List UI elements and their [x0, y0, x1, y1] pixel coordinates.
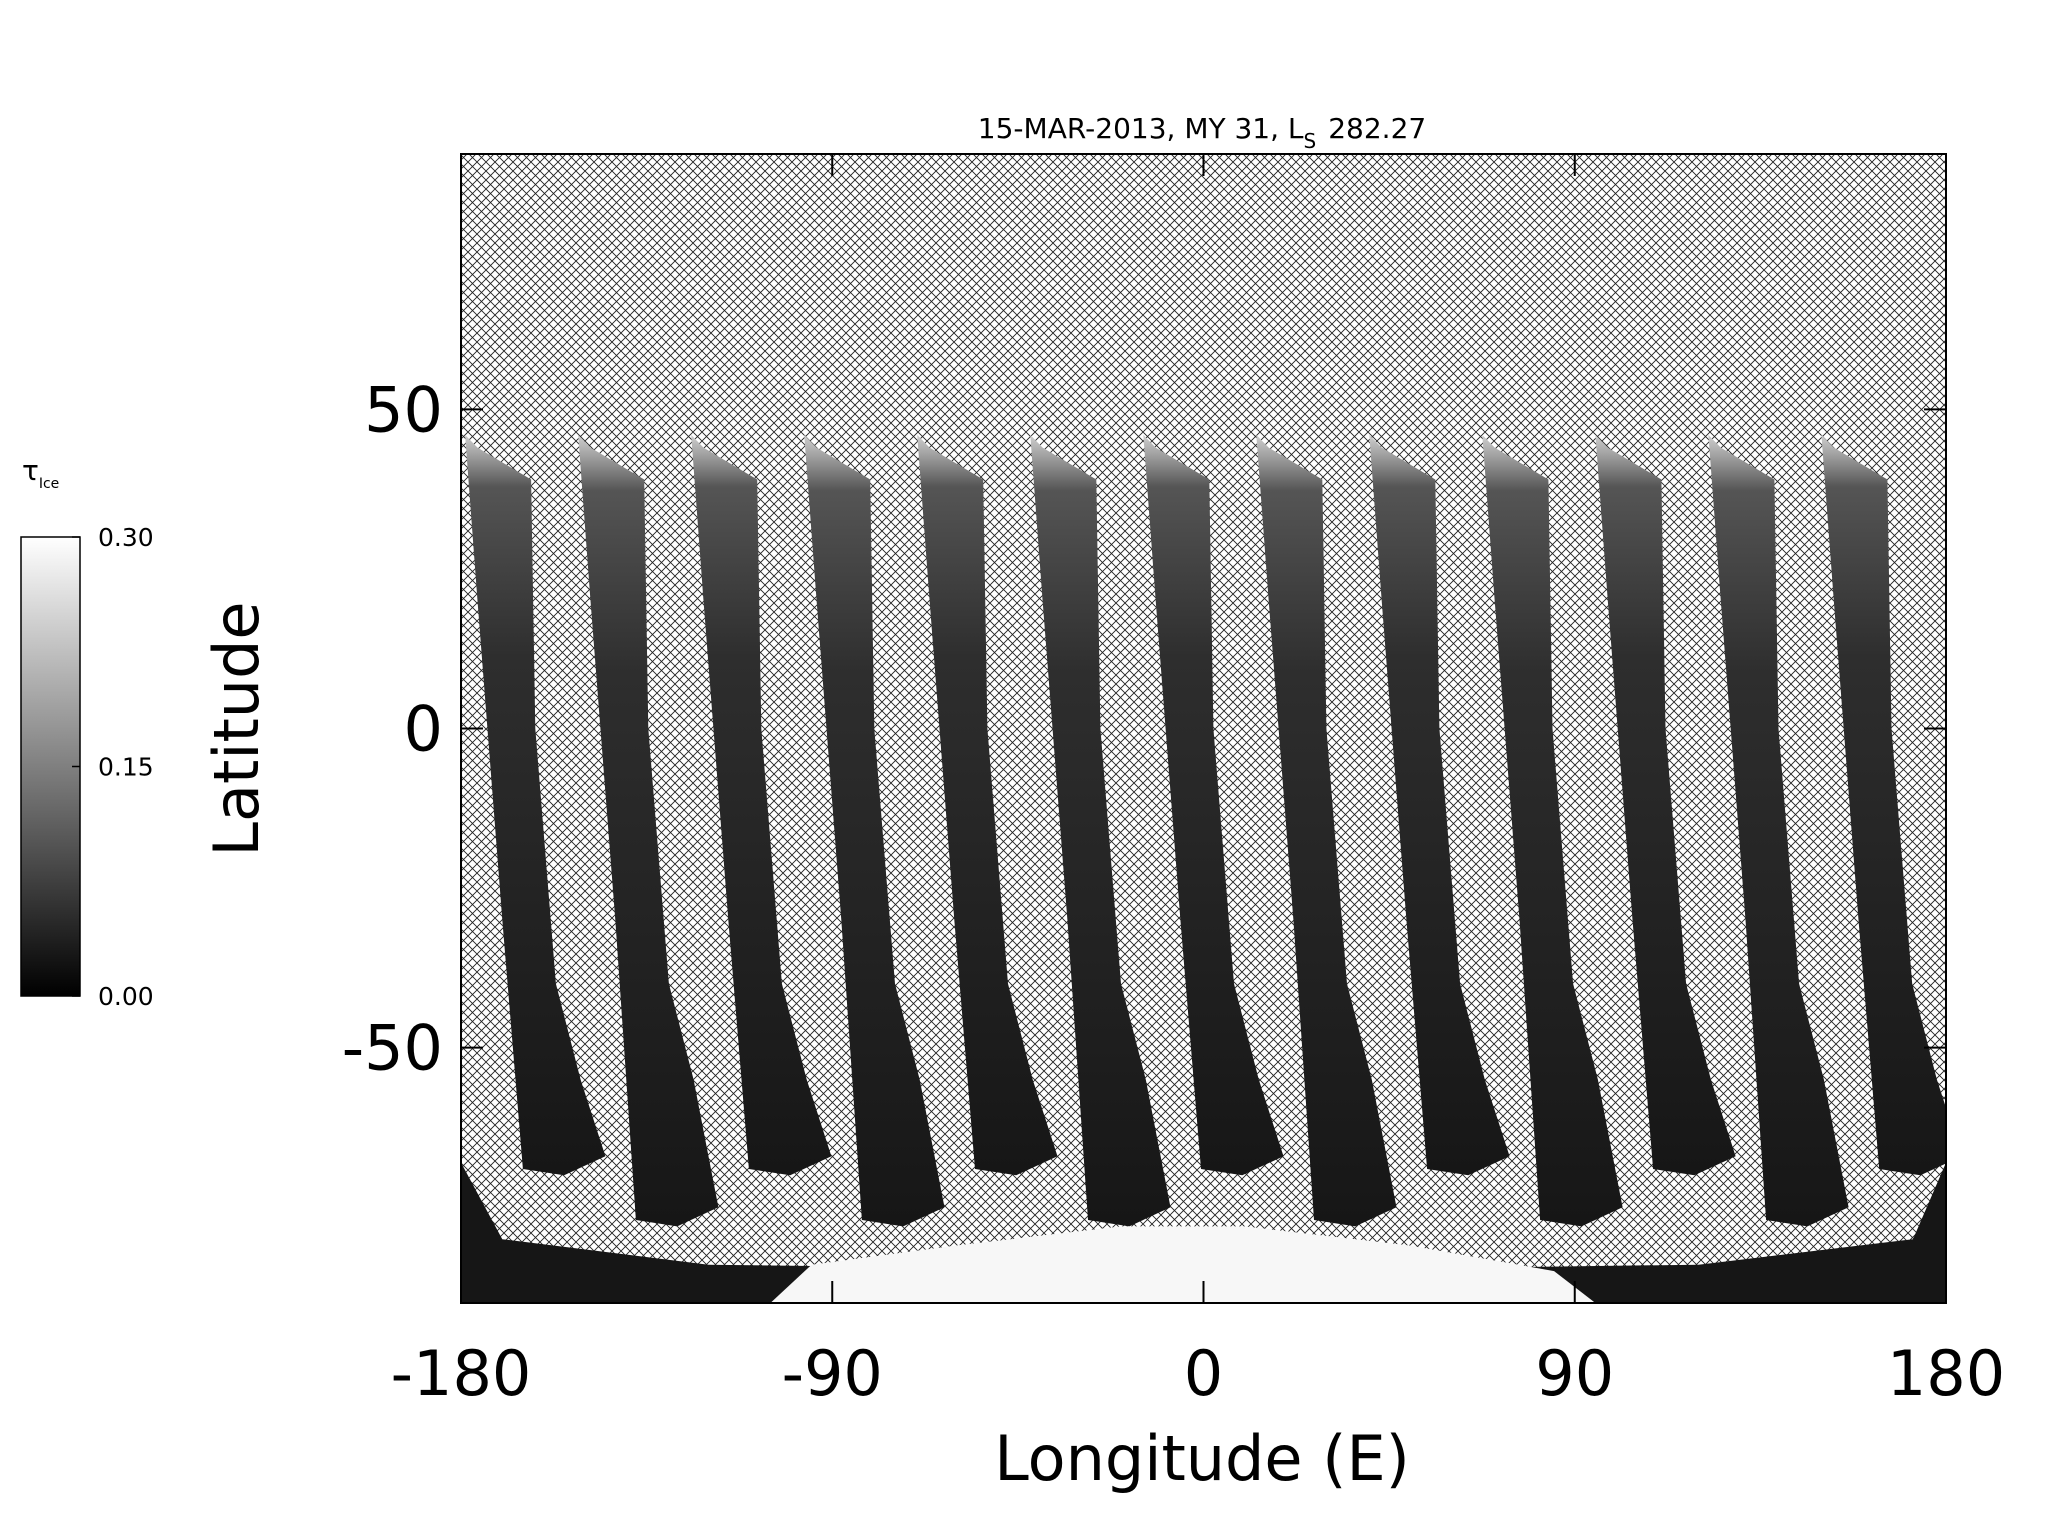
colorbar — [20, 536, 81, 997]
swaths — [461, 434, 1946, 1303]
swath — [804, 434, 945, 1227]
swath — [1595, 434, 1736, 1176]
colorbar-subscript: Ice — [39, 476, 59, 492]
colorbar-symbol: τ — [22, 454, 39, 487]
colorbar-tick-label: 0.15 — [98, 753, 154, 782]
y-tick-label: 50 — [364, 373, 443, 446]
swath — [1369, 434, 1510, 1176]
x-tick-label: 0 — [1184, 1337, 1223, 1410]
title-main: 15-MAR-2013, MY 31, L — [978, 112, 1304, 145]
swath — [1256, 434, 1397, 1227]
x-tick-label: 90 — [1535, 1337, 1614, 1410]
colorbar-tick-label: 0.00 — [98, 982, 154, 1011]
swath — [917, 434, 1058, 1176]
swath — [1821, 434, 1946, 1176]
swath — [1708, 434, 1849, 1227]
x-tick-label: 180 — [1887, 1337, 2005, 1410]
x-axis-label: Longitude (E) — [994, 1422, 1410, 1495]
colorbar-tick-label: 0.30 — [98, 523, 154, 552]
swath — [1143, 434, 1284, 1176]
swath — [465, 434, 606, 1176]
y-tick-label: 0 — [404, 693, 443, 766]
x-tick-label: -180 — [391, 1337, 532, 1410]
swath — [1482, 434, 1623, 1227]
chart-title: 15-MAR-2013, MY 31, LS 282.27 — [978, 112, 1426, 153]
swath — [691, 434, 832, 1176]
x-tick-label: -90 — [782, 1337, 883, 1410]
colorbar-label: τIce — [22, 454, 59, 492]
y-tick-label: -50 — [342, 1012, 443, 1085]
swath — [578, 434, 719, 1227]
title-suffix: 282.27 — [1328, 112, 1426, 145]
y-axis-label: Latitude — [200, 601, 273, 856]
swath — [1030, 434, 1171, 1227]
polar-cap — [770, 1226, 1596, 1303]
title-subscript: S — [1304, 129, 1317, 153]
